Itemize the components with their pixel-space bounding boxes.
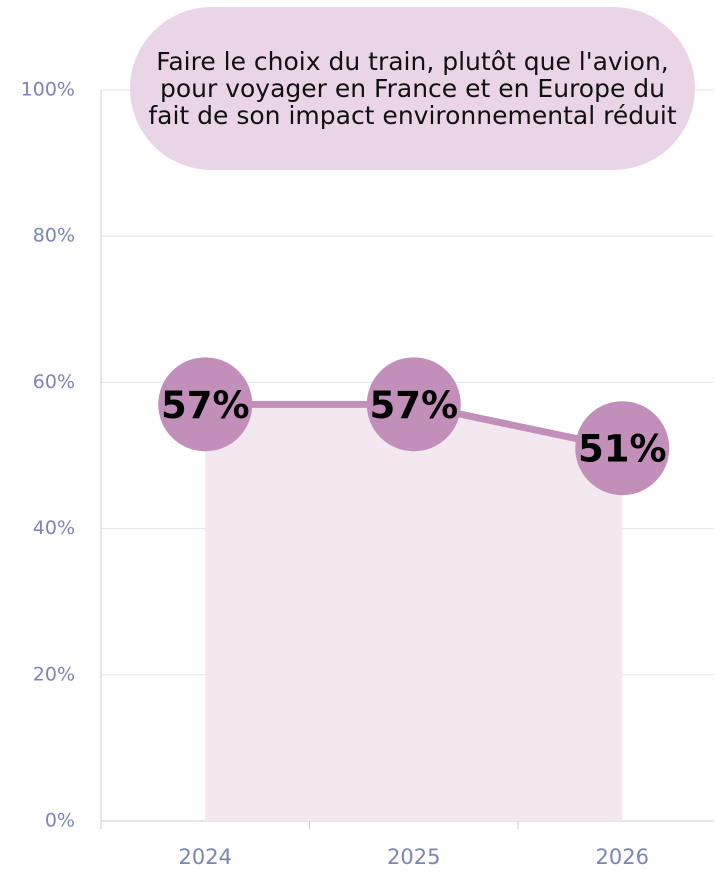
- value-label: 57%: [161, 384, 250, 427]
- x-tick-label: 2026: [596, 845, 649, 869]
- x-tick-label: 2025: [387, 845, 440, 869]
- value-label: 57%: [369, 384, 458, 427]
- chart-title: Faire le choix du train, plutôt que l'av…: [130, 7, 695, 170]
- point: [575, 401, 670, 496]
- point: [366, 357, 461, 452]
- y-tick-label: 60%: [33, 371, 75, 393]
- x-tick-label: 2024: [179, 845, 232, 869]
- y-tick-label: 20%: [33, 663, 75, 685]
- value-label: 51%: [578, 428, 667, 471]
- y-tick-label: 0%: [45, 810, 75, 832]
- y-tick-label: 40%: [33, 517, 75, 539]
- y-tick-label: 100%: [21, 79, 75, 101]
- point: [158, 357, 253, 452]
- area: [205, 404, 623, 821]
- y-tick-label: 80%: [33, 225, 75, 247]
